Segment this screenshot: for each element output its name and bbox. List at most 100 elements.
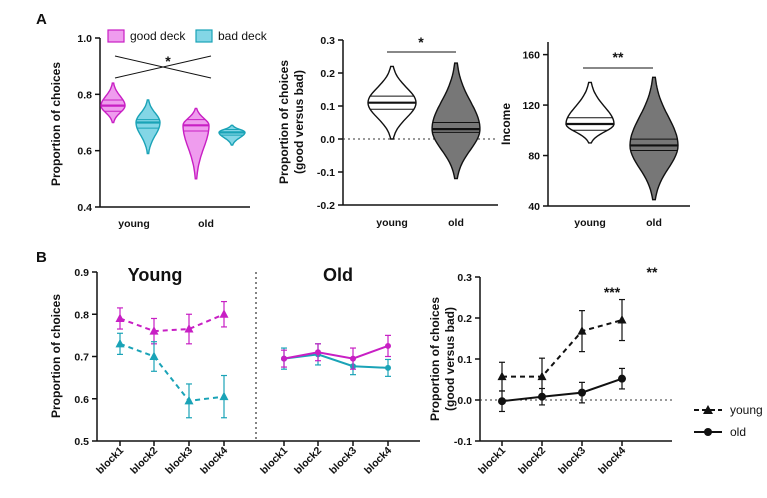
b1-young-good-point	[219, 309, 229, 318]
a2-x-tick-young: young	[376, 217, 408, 229]
b2-young-line	[502, 319, 623, 378]
b2-significance-block4: **	[647, 264, 658, 280]
a1-old-good-violin	[182, 107, 210, 180]
chart-a2: Proportion of choices (good versus bad) …	[277, 34, 498, 229]
a2-y-tick-label: 0.1	[320, 101, 335, 113]
a1-y-tick-label: 0.8	[77, 89, 92, 101]
a3-old-violin	[629, 76, 679, 201]
b1-young-bad-line	[119, 342, 225, 402]
chart-b2: Proportion of choices (good versus bad) …	[428, 264, 763, 477]
b1-young-good-point	[184, 324, 194, 333]
b2-old-point	[578, 388, 586, 397]
b1-old-good-line	[283, 344, 389, 360]
b2-y-tick-label: 0.2	[457, 313, 472, 325]
b1-old-bad-line	[283, 353, 389, 369]
b2-x-tick-label: block2	[516, 445, 548, 477]
b2-y-axis-subtitle: (good versus bad)	[443, 307, 457, 411]
b1-young-x-tick-label: block2	[128, 445, 160, 477]
b1-old-x-tick-label: block3	[327, 445, 359, 477]
b1-y-tick-label: 0.6	[74, 394, 89, 406]
legend-swatch-good-deck	[107, 29, 125, 43]
b1-young-good-point	[149, 326, 159, 335]
panel-letter-b: B	[36, 249, 47, 266]
b2-y-tick-label: 0.0	[457, 395, 472, 407]
chart-a1: Proportion of choices young old good dec…	[49, 29, 268, 230]
b1-y-tick-label: 0.7	[74, 352, 89, 364]
a1-young-bad-violin	[135, 99, 161, 155]
a2-x-tick-old: old	[448, 217, 464, 229]
b1-old-good-point	[385, 342, 391, 349]
a1-y-tick-label: 1.0	[77, 33, 92, 45]
b2-x-tick-label: block3	[556, 445, 588, 477]
b1-young-x-tick-label: block1	[94, 445, 126, 477]
b1-young-bad-point	[149, 351, 159, 360]
a1-y-axis-title: Proportion of choices	[49, 62, 63, 186]
b1-group-title-old: Old	[323, 265, 353, 285]
legend-label-good-deck: good deck	[130, 29, 186, 43]
a3-significance-star: **	[613, 49, 624, 65]
b2-legend-marker-old	[704, 428, 712, 436]
b2-y-axis-title: Proportion of choices	[428, 297, 442, 421]
b1-old-good-point	[281, 355, 287, 362]
b1-y-tick-label: 0.8	[74, 309, 89, 321]
b1-young-good-point	[115, 313, 125, 322]
b1-young-x-tick-label: block4	[198, 445, 230, 477]
a1-y-tick-label: 0.6	[77, 146, 92, 158]
b1-old-x-tick-label: block1	[258, 445, 290, 477]
panel-letter-a: A	[36, 11, 47, 28]
b2-y-tick-label: -0.1	[454, 436, 472, 448]
b2-y-tick-label: 0.1	[457, 354, 472, 366]
a3-y-tick-label: 40	[528, 201, 540, 213]
b1-young-bad-point	[184, 395, 194, 405]
b2-old-point	[618, 374, 626, 383]
b1-group-title-young: Young	[128, 265, 183, 285]
a2-y-tick-label: 0.0	[320, 134, 335, 146]
a3-x-tick-old: old	[646, 217, 662, 229]
b2-y-tick-label: 0.3	[457, 272, 472, 284]
b1-young-bad-point	[115, 338, 125, 348]
chart-b1: Proportion of choices Young Old 0.5 0.6 0.…	[49, 265, 420, 477]
legend-swatch-bad-deck	[195, 29, 213, 43]
a1-significance-line-2	[114, 55, 212, 79]
b2-legend-label-old: old	[730, 425, 746, 439]
a2-y-tick-label: 0.3	[320, 35, 335, 47]
b1-old-bad-point	[385, 364, 391, 371]
a3-y-tick-label: 120	[522, 100, 540, 112]
a1-significance-star: *	[165, 53, 171, 69]
a2-y-tick-label: -0.2	[317, 200, 335, 212]
chart-a3: Income young old ** 40 80 120 160	[499, 42, 690, 229]
a1-young-good-violin	[100, 82, 126, 124]
b1-y-tick-label: 0.5	[74, 436, 89, 448]
a1-x-tick-young: young	[118, 218, 150, 230]
b2-x-tick-label: block4	[596, 445, 628, 477]
a3-y-tick-label: 160	[522, 50, 540, 62]
b1-young-x-tick-label: block3	[163, 445, 195, 477]
b2-legend-marker-young	[703, 405, 713, 414]
b2-young-point	[617, 315, 627, 324]
a2-y-tick-label: -0.1	[317, 167, 335, 179]
b2-old-point	[498, 397, 506, 406]
b2-x-tick-label: block1	[476, 445, 508, 477]
b2-significance-block3: ***	[604, 284, 621, 300]
a2-significance-star: *	[418, 34, 424, 50]
b1-old-x-tick-label: block2	[292, 445, 324, 477]
b1-young-good-line	[119, 313, 225, 333]
a3-y-axis-title: Income	[499, 103, 513, 145]
b1-old-good-point	[350, 355, 356, 362]
b2-legend-label-young: young	[730, 403, 763, 417]
b1-young-bad-point	[219, 391, 229, 401]
b1-y-tick-label: 0.9	[74, 267, 89, 279]
a3-x-tick-young: young	[574, 217, 606, 229]
a2-y-axis-title: Proportion of choices	[277, 60, 291, 184]
a2-y-tick-label: 0.2	[320, 68, 335, 80]
b2-young-point	[497, 371, 507, 381]
a2-y-axis-subtitle: (good versus bad)	[292, 70, 306, 174]
b1-old-x-tick-label: block4	[362, 445, 394, 477]
b1-y-axis-title: Proportion of choices	[49, 294, 63, 418]
a3-y-tick-label: 80	[528, 151, 540, 163]
legend-label-bad-deck: bad deck	[218, 29, 268, 43]
b1-old-good-point	[315, 349, 321, 356]
a3-young-violin	[565, 81, 615, 144]
b2-old-point	[538, 392, 546, 401]
